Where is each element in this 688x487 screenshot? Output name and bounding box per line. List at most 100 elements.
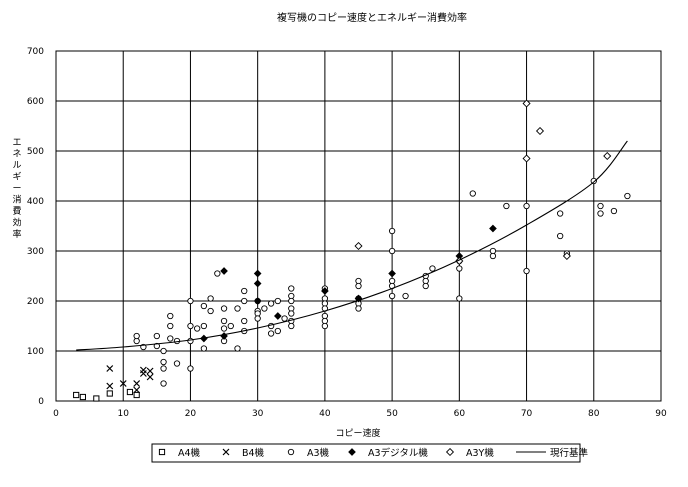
data-point <box>456 265 463 272</box>
legend-marker <box>158 448 166 456</box>
data-point <box>139 370 147 377</box>
data-point <box>522 154 531 163</box>
y-tick-label: 600 <box>27 97 44 107</box>
data-point <box>253 279 262 288</box>
data-point <box>187 322 194 330</box>
data-point <box>456 295 463 302</box>
x-tick-label: 60 <box>454 409 466 419</box>
y-tick-label: 0 <box>38 397 44 407</box>
x-tick-label: 0 <box>53 409 59 419</box>
data-point <box>160 358 167 366</box>
y-tick-label: 500 <box>27 147 44 157</box>
data-point <box>153 332 160 340</box>
data-point <box>590 177 597 185</box>
data-point <box>220 305 228 312</box>
data-point <box>388 269 396 278</box>
data-point <box>522 99 531 108</box>
data-point <box>106 365 114 372</box>
legend-item: A3Y機 <box>445 447 494 459</box>
data-point <box>274 312 282 320</box>
data-point <box>288 285 295 292</box>
data-point <box>402 292 409 300</box>
data-point <box>133 386 141 394</box>
grid-lines <box>56 51 661 401</box>
x-tick-label: 70 <box>521 409 533 419</box>
data-point <box>106 382 114 390</box>
data-point <box>241 287 248 295</box>
legend: A4機 B4機 A3機 A3デジタル機 A3Y機 現行基準 <box>158 447 589 459</box>
data-point <box>388 247 396 255</box>
data-point <box>187 337 194 345</box>
data-point <box>106 390 113 397</box>
data-point <box>241 297 248 305</box>
x-tick-label: 50 <box>386 409 398 419</box>
data-point <box>126 388 134 396</box>
data-point <box>146 373 154 381</box>
data-point <box>597 210 604 217</box>
data-point <box>227 322 234 330</box>
data-point <box>234 305 241 312</box>
legend-label: 現行基準 <box>550 447 589 459</box>
y-tick-label: 700 <box>27 47 44 57</box>
legend-marker <box>348 448 356 456</box>
chart-title: 複写機のコピー速度とエネルギー消費効率 <box>277 11 467 24</box>
data-point <box>241 317 248 325</box>
data-point <box>93 395 100 402</box>
data-point <box>220 317 228 325</box>
data-point <box>267 330 275 337</box>
y-axis-label: エネルギー消費効率 <box>12 138 21 240</box>
axis-ticks: 0 10 20 30 40 50 60 70 80 90 0 100 200 300 400 500 600 70… <box>27 47 667 419</box>
data-point <box>146 367 154 375</box>
data-point <box>562 251 571 261</box>
legend-marker <box>287 448 295 456</box>
data-point <box>160 365 167 372</box>
data-point <box>160 380 167 387</box>
legend-box <box>151 443 581 463</box>
data-point <box>624 192 631 200</box>
data-point <box>200 322 208 330</box>
y-tick-label: 300 <box>27 247 44 257</box>
data-point <box>153 342 160 350</box>
data-point <box>523 202 530 210</box>
plot-area <box>55 50 662 402</box>
legend-item: A3機 <box>287 447 330 459</box>
data-point <box>214 270 221 277</box>
data-point <box>119 380 127 387</box>
series <box>73 388 140 402</box>
data-point <box>535 126 545 136</box>
legend-label: A3Y機 <box>466 447 494 459</box>
legend-label: A3機 <box>307 447 330 459</box>
data-series <box>73 99 631 402</box>
data-point <box>133 391 140 399</box>
data-point <box>253 297 262 305</box>
y-axis-label-char: ネ <box>12 148 21 159</box>
series <box>76 140 628 351</box>
data-point <box>187 297 194 305</box>
y-axis-label-char: ー <box>12 184 21 194</box>
y-axis-label-char: 費 <box>12 205 21 217</box>
x-tick-label: 10 <box>117 409 129 419</box>
data-point <box>603 151 612 161</box>
data-point <box>200 345 208 352</box>
legend-label: A3デジタル機 <box>368 447 428 459</box>
y-axis-label-char: ル <box>12 161 21 171</box>
data-point <box>79 393 86 401</box>
data-point <box>234 345 241 352</box>
data-point <box>489 252 497 260</box>
data-point <box>187 365 194 372</box>
data-point <box>167 322 174 330</box>
data-point <box>167 312 174 320</box>
x-tick-label: 80 <box>588 409 600 419</box>
legend-marker <box>222 448 230 456</box>
x-tick-label: 30 <box>252 409 264 419</box>
x-tick-label: 20 <box>185 409 197 419</box>
data-point <box>422 282 429 290</box>
data-point <box>73 391 80 399</box>
legend-label: B4機 <box>242 447 265 459</box>
data-point <box>200 302 208 310</box>
data-point <box>167 335 174 342</box>
data-point <box>354 294 363 303</box>
data-point <box>557 210 564 217</box>
legend-marker <box>445 447 455 457</box>
